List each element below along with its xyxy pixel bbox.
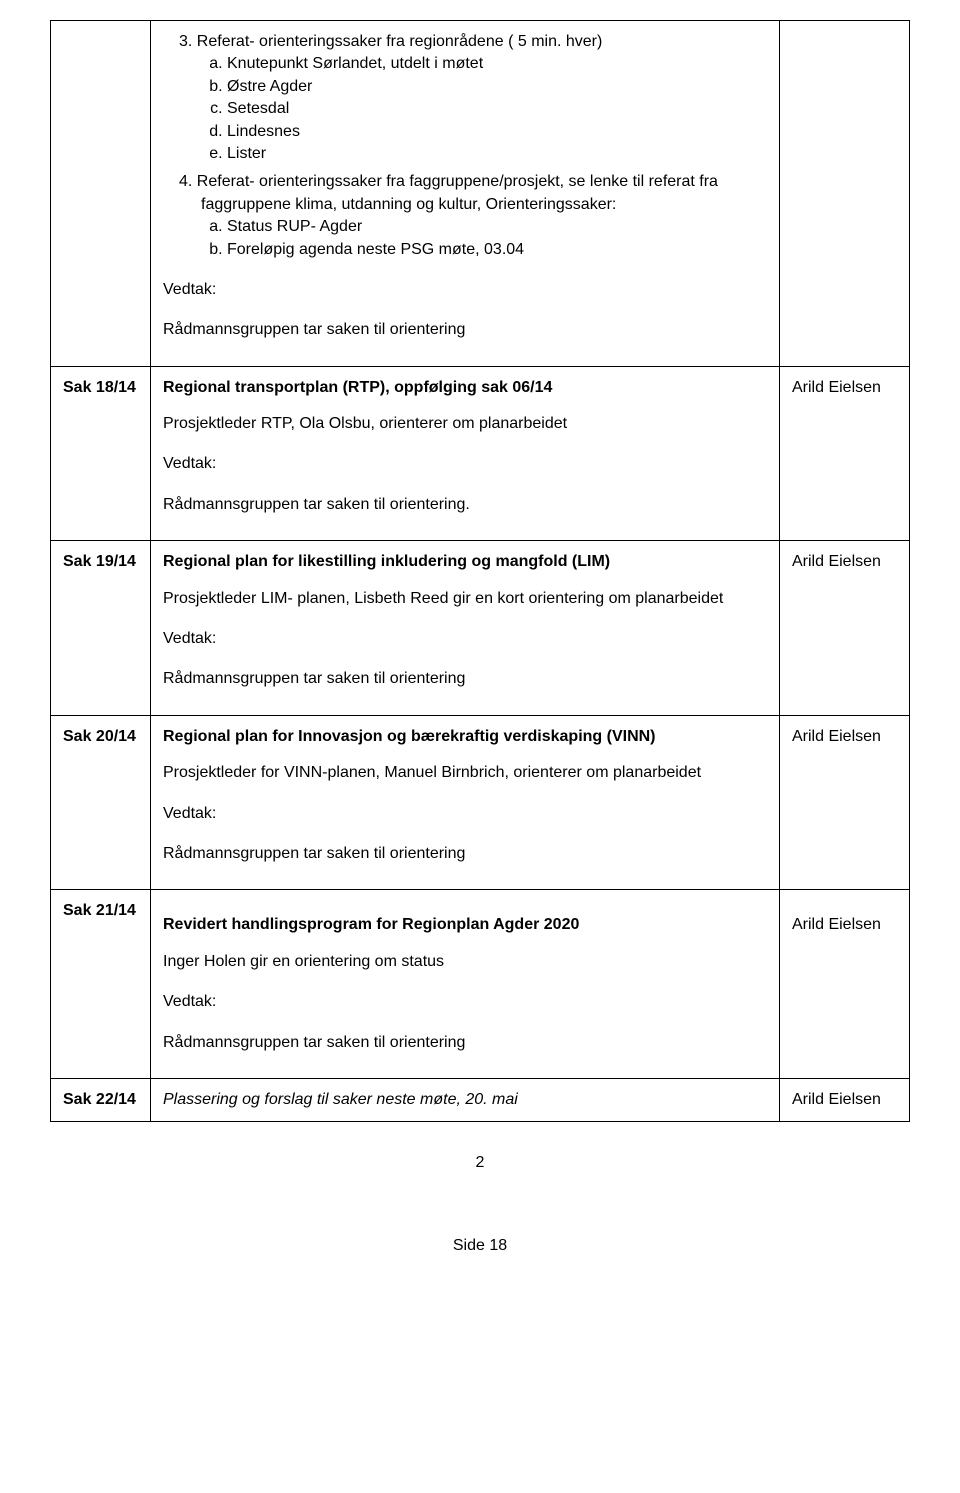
item4-text: Referat- orienteringssaker fra faggruppe… xyxy=(197,173,718,212)
sak-body: Prosjektleder LIM- planen, Lisbeth Reed … xyxy=(163,588,767,610)
cell-main: Regional transportplan (RTP), oppfølging… xyxy=(151,366,780,541)
vedtak-text: Rådmannsgruppen tar saken til orienterin… xyxy=(163,494,767,516)
list-item: Østre Agder xyxy=(227,76,767,98)
sak-title: Regional transportplan (RTP), oppfølging… xyxy=(163,377,767,399)
vedtak-label: Vedtak: xyxy=(163,803,767,825)
cell-sak: Sak 20/14 xyxy=(51,715,151,890)
cell-right xyxy=(780,21,910,367)
cell-sak xyxy=(51,21,151,367)
sak-body: Prosjektleder for VINN-planen, Manuel Bi… xyxy=(163,762,767,784)
cell-main: Revidert handlingsprogram for Regionplan… xyxy=(151,890,780,1079)
page-container: 3. Referat- orienteringssaker fra region… xyxy=(0,0,960,1297)
table-row: Sak 18/14 Regional transportplan (RTP), … xyxy=(51,366,910,541)
cell-sak: Sak 21/14 xyxy=(51,890,151,1079)
vedtak-label: Vedtak: xyxy=(163,628,767,650)
list-item: Lindesnes xyxy=(227,121,767,143)
table-row: 3. Referat- orienteringssaker fra region… xyxy=(51,21,910,367)
list-item: Knutepunkt Sørlandet, utdelt i møtet xyxy=(227,53,767,75)
item4-prefix: 4. xyxy=(179,173,197,190)
page-number: 2 xyxy=(50,1152,910,1174)
vedtak-text: Rådmannsgruppen tar saken til orienterin… xyxy=(163,843,767,865)
item3-text: Referat- orienteringssaker fra regionråd… xyxy=(197,33,603,50)
sak-body: Prosjektleder RTP, Ola Olsbu, orienterer… xyxy=(163,413,767,435)
list-item: Setesdal xyxy=(227,98,767,120)
vedtak-label: Vedtak: xyxy=(163,991,767,1013)
cell-right: Arild Eielsen xyxy=(780,890,910,1079)
sak-title: Regional plan for Innovasjon og bærekraf… xyxy=(163,726,767,748)
item3-sublist: Knutepunkt Sørlandet, utdelt i møtet Øst… xyxy=(163,53,767,165)
list-item-4: 4. Referat- orienteringssaker fra faggru… xyxy=(163,171,767,216)
cell-main: Plassering og forslag til saker neste mø… xyxy=(151,1078,780,1121)
table-row: Sak 19/14 Regional plan for likestilling… xyxy=(51,541,910,716)
cell-sak: Sak 22/14 xyxy=(51,1078,151,1121)
cell-main: Regional plan for likestilling inkluderi… xyxy=(151,541,780,716)
list-item-3: 3. Referat- orienteringssaker fra region… xyxy=(163,31,767,53)
cell-sak: Sak 18/14 xyxy=(51,366,151,541)
cell-main: Regional plan for Innovasjon og bærekraf… xyxy=(151,715,780,890)
title-part-b: oppfølging sak 06/14 xyxy=(394,379,552,396)
cell-right: Arild Eielsen xyxy=(780,715,910,890)
vedtak-text: Rådmannsgruppen tar saken til orienterin… xyxy=(163,668,767,690)
sak-title: Regional plan for likestilling inkluderi… xyxy=(163,551,767,573)
vedtak-text: Rådmannsgruppen tar saken til orienterin… xyxy=(163,319,767,341)
table-row: Sak 21/14 Revidert handlingsprogram for … xyxy=(51,890,910,1079)
side-label: Side 18 xyxy=(50,1235,910,1257)
table-row: Sak 20/14 Regional plan for Innovasjon o… xyxy=(51,715,910,890)
item3-prefix: 3. xyxy=(179,33,197,50)
sak-body: Inger Holen gir en orientering om status xyxy=(163,951,767,973)
cell-sak: Sak 19/14 xyxy=(51,541,151,716)
cell-right: Arild Eielsen xyxy=(780,1078,910,1121)
title-part-a: Regional transportplan (RTP), xyxy=(163,379,394,396)
item4-sublist: Status RUP- Agder Foreløpig agenda neste… xyxy=(163,216,767,261)
list-item: Status RUP- Agder xyxy=(227,216,767,238)
vedtak-label: Vedtak: xyxy=(163,453,767,475)
list-item: Lister xyxy=(227,143,767,165)
table-row: Sak 22/14 Plassering og forslag til sake… xyxy=(51,1078,910,1121)
cell-right: Arild Eielsen xyxy=(780,366,910,541)
list-item: Foreløpig agenda neste PSG møte, 03.04 xyxy=(227,239,767,261)
sak-title: Plassering og forslag til saker neste mø… xyxy=(163,1089,767,1111)
vedtak-label: Vedtak: xyxy=(163,279,767,301)
right-text: Arild Eielsen xyxy=(792,914,897,936)
cell-main: 3. Referat- orienteringssaker fra region… xyxy=(151,21,780,367)
cell-right: Arild Eielsen xyxy=(780,541,910,716)
agenda-table: 3. Referat- orienteringssaker fra region… xyxy=(50,20,910,1122)
sak-title: Revidert handlingsprogram for Regionplan… xyxy=(163,914,767,936)
vedtak-text: Rådmannsgruppen tar saken til orienterin… xyxy=(163,1032,767,1054)
